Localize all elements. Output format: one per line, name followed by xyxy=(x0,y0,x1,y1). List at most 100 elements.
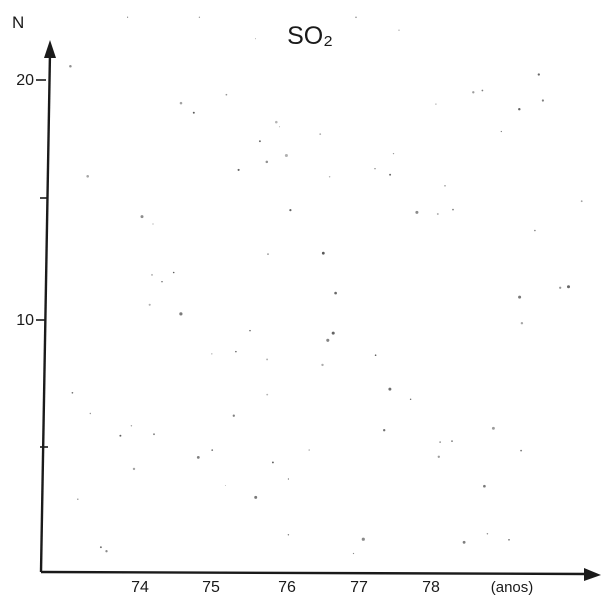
y-axis-label: N xyxy=(12,13,24,32)
paper-speck xyxy=(249,329,251,332)
x-tick-label: 74 xyxy=(131,579,149,596)
paper-speck xyxy=(265,160,269,164)
paper-speck xyxy=(151,273,153,276)
paper-speck xyxy=(235,350,237,353)
paper-speck xyxy=(198,16,201,18)
paper-speck xyxy=(284,153,288,158)
paper-speck xyxy=(287,478,289,480)
paper-speck xyxy=(383,429,386,432)
paper-speck xyxy=(415,210,419,214)
paper-speck xyxy=(437,455,440,458)
paper-speck xyxy=(275,120,278,124)
x-axis-label: (anos) xyxy=(491,579,534,596)
paper-speck xyxy=(232,414,235,417)
paper-speck xyxy=(328,176,331,178)
paper-speck xyxy=(266,358,269,361)
x-axis xyxy=(40,570,589,576)
paper-speck xyxy=(388,387,392,391)
paper-speck xyxy=(119,434,122,437)
paper-speck xyxy=(361,537,365,541)
paper-speck xyxy=(518,107,521,111)
paper-speck xyxy=(392,152,395,155)
paper-speck xyxy=(237,168,240,171)
paper-speck xyxy=(148,303,151,306)
paper-speck xyxy=(520,321,524,325)
paper-speck xyxy=(451,440,453,442)
paper-speck xyxy=(140,215,144,219)
paper-speck xyxy=(161,280,163,283)
paper-speck xyxy=(179,101,183,105)
paper-speck xyxy=(77,498,79,501)
paper-speck xyxy=(266,393,269,396)
paper-speck xyxy=(409,398,412,401)
paper-speck xyxy=(319,133,322,135)
paper-speck xyxy=(452,208,454,211)
paper-speck xyxy=(444,185,446,187)
paper-speck xyxy=(71,391,74,394)
paper-speck xyxy=(130,425,133,427)
paper-speck xyxy=(152,223,154,225)
paper-speck xyxy=(105,550,108,553)
paper-speck xyxy=(520,449,523,452)
paper-speck xyxy=(278,126,281,128)
paper-speck xyxy=(566,285,571,289)
paper-speck xyxy=(99,546,102,549)
paper-speck xyxy=(352,552,355,555)
paper-speck xyxy=(224,485,226,486)
x-tick-label: 76 xyxy=(278,579,296,596)
paper-speck xyxy=(435,103,437,105)
x-tick-label: 78 xyxy=(422,579,440,596)
paper-speck xyxy=(172,271,175,274)
paper-speck xyxy=(491,426,495,430)
paper-speck xyxy=(89,412,91,415)
paper-speck xyxy=(86,175,89,178)
y-axis-arrow xyxy=(44,40,56,58)
paper-speck xyxy=(559,286,562,289)
paper-speck xyxy=(271,461,274,464)
x-tick-label: 77 xyxy=(350,579,368,596)
paper-speck xyxy=(267,253,269,255)
paper-speck xyxy=(308,449,310,451)
paper-speck xyxy=(69,64,72,68)
paper-speck xyxy=(326,338,330,342)
paper-speck xyxy=(436,213,439,215)
paper-speck xyxy=(508,538,510,541)
x-axis-arrow xyxy=(584,568,601,581)
paper-speck xyxy=(321,363,324,367)
paper-speck xyxy=(289,209,292,212)
paper-speck xyxy=(192,111,195,114)
paper-speck xyxy=(321,251,325,255)
paper-speck xyxy=(439,441,441,443)
paper-speck xyxy=(225,93,228,96)
paper-speck xyxy=(287,534,290,536)
paper-speck xyxy=(331,331,335,335)
y-tick-label: 20 xyxy=(16,72,34,89)
paper-speck xyxy=(518,295,522,299)
paper-speck xyxy=(500,130,502,133)
y-tick-label: 10 xyxy=(16,312,34,329)
paper-speck xyxy=(462,540,466,544)
paper-speck xyxy=(127,16,129,18)
paper-speck xyxy=(196,456,200,459)
paper-speck xyxy=(483,484,486,488)
paper-speck xyxy=(537,73,540,76)
paper-speck xyxy=(398,29,400,31)
paper-speck xyxy=(254,38,257,40)
paper-speck xyxy=(472,91,475,94)
paper-speck xyxy=(132,467,136,471)
paper-speck xyxy=(580,200,583,203)
paper-speck xyxy=(211,449,214,451)
paper-speck xyxy=(254,495,258,499)
x-tick-label: 75 xyxy=(202,579,220,596)
y-axis xyxy=(39,51,52,573)
paper-speck xyxy=(153,433,155,436)
paper-speck xyxy=(355,16,357,19)
paper-speck xyxy=(486,533,489,535)
paper-speck xyxy=(179,312,183,316)
paper-speck xyxy=(258,140,261,143)
paper-specks xyxy=(69,16,583,555)
paper-speck xyxy=(334,291,337,295)
